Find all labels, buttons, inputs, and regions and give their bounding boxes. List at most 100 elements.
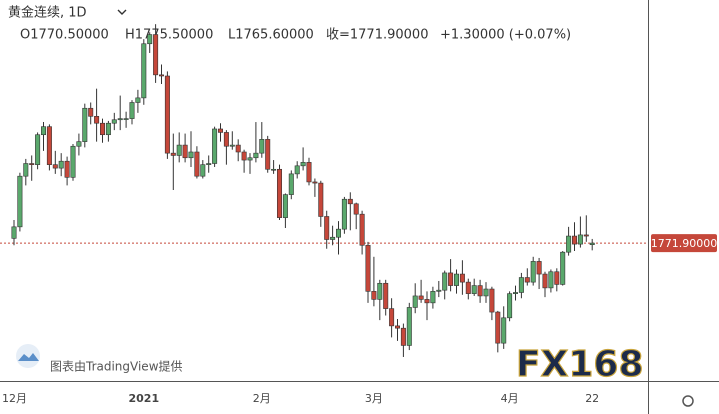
candle-body (40, 126, 46, 136)
candle-body (383, 282, 389, 309)
candle-body (471, 285, 477, 294)
candle-body (200, 164, 206, 177)
candle-body (170, 152, 176, 156)
candle-body (117, 118, 123, 121)
candle-body (489, 288, 495, 313)
candle-body (70, 145, 76, 178)
candle-body (448, 272, 454, 286)
candle-body (501, 317, 507, 344)
candle-body (294, 165, 300, 175)
watermark: FX168 (516, 344, 644, 385)
candle-body (282, 194, 288, 218)
candle-body (424, 299, 430, 304)
last-price-box (651, 234, 717, 253)
last-price-label: 1771.90000 (651, 237, 717, 250)
candle-body (483, 288, 489, 297)
ohlc-legend-item: L1765.60000 (228, 28, 314, 43)
candle-body (577, 234, 583, 245)
candle-body (58, 160, 64, 169)
x-tick-label: 3月 (365, 392, 383, 405)
candle-body (312, 181, 318, 184)
logo-circle (16, 344, 40, 368)
candle-body (524, 277, 530, 283)
candle-body (17, 175, 23, 228)
candle-body (188, 151, 194, 159)
candle-body (88, 107, 94, 117)
candle-body (76, 141, 82, 147)
candle-body (347, 198, 353, 205)
candle-body (82, 107, 88, 142)
candle-body (571, 235, 577, 245)
candle-body (518, 277, 524, 293)
x-tick-label: 2月 (253, 392, 271, 405)
ohlc-legend-item: H1775.50000 (125, 28, 213, 43)
candle-body (64, 160, 70, 178)
candle-body (306, 162, 312, 183)
candle-body (453, 273, 459, 286)
legend-header: 黄金连续, 1D O1770.50000 H1775.50000 L1765.600… (8, 5, 571, 43)
candle-body (560, 251, 566, 285)
candle-body (394, 325, 400, 329)
ohlc-legend-item: +1.30000 (+0.07%) (440, 28, 571, 43)
candle-body (371, 291, 377, 300)
candle-body (389, 308, 395, 327)
candle-body (29, 163, 35, 165)
candle-body (111, 119, 117, 124)
candle-body (182, 144, 188, 159)
candle-body (530, 261, 536, 283)
candle-body (23, 163, 29, 177)
candle-body (129, 102, 135, 119)
candle-body (566, 235, 572, 253)
candle-body (412, 295, 418, 308)
candle-body (300, 162, 306, 167)
candle-body (141, 43, 147, 99)
candle-body (318, 182, 324, 217)
candle-body (176, 144, 182, 156)
candle-body (271, 168, 277, 171)
candle-body (123, 118, 129, 120)
chevron[interactable] (117, 9, 127, 15)
candle-body (430, 291, 436, 304)
candle-body (512, 292, 518, 294)
candle-body (324, 216, 330, 240)
candle-body (11, 226, 17, 239)
candle-body (377, 282, 383, 300)
candle-body (554, 271, 560, 285)
candle-body (495, 311, 501, 344)
candle-body (442, 272, 448, 291)
candle-body (153, 34, 159, 76)
settings-gear[interactable] (682, 395, 694, 407)
candle-body (507, 293, 513, 319)
candle-body (46, 126, 52, 165)
attribution-text: 图表由TradingView提供 (50, 359, 183, 374)
candle-body (459, 273, 465, 283)
candle-body (229, 144, 235, 147)
candle-body (35, 134, 41, 165)
candle-body (335, 228, 341, 238)
candle-body (353, 203, 359, 215)
candle-body (465, 281, 471, 294)
candle-body (365, 244, 371, 292)
candle-body (341, 198, 347, 230)
x-tick-label: 2021 (128, 392, 159, 405)
candle-body (94, 116, 100, 124)
candle-body (52, 164, 58, 169)
candle-body (259, 139, 265, 154)
candle-body (235, 144, 241, 153)
candle-body (253, 152, 259, 159)
candle-body (265, 139, 271, 170)
attribution: 图表由TradingView提供 (16, 344, 183, 374)
candle-body (589, 242, 595, 245)
candle-body (436, 289, 442, 292)
candle-body (218, 128, 224, 133)
candle-body (406, 307, 412, 346)
logo-mark (18, 353, 39, 361)
ohlc-legend-item: 收=1771.90000 (326, 28, 428, 43)
candle-body (100, 122, 106, 136)
gear[interactable] (682, 395, 694, 407)
x-tick-label: 4月 (501, 392, 519, 405)
candle-body (400, 327, 406, 346)
